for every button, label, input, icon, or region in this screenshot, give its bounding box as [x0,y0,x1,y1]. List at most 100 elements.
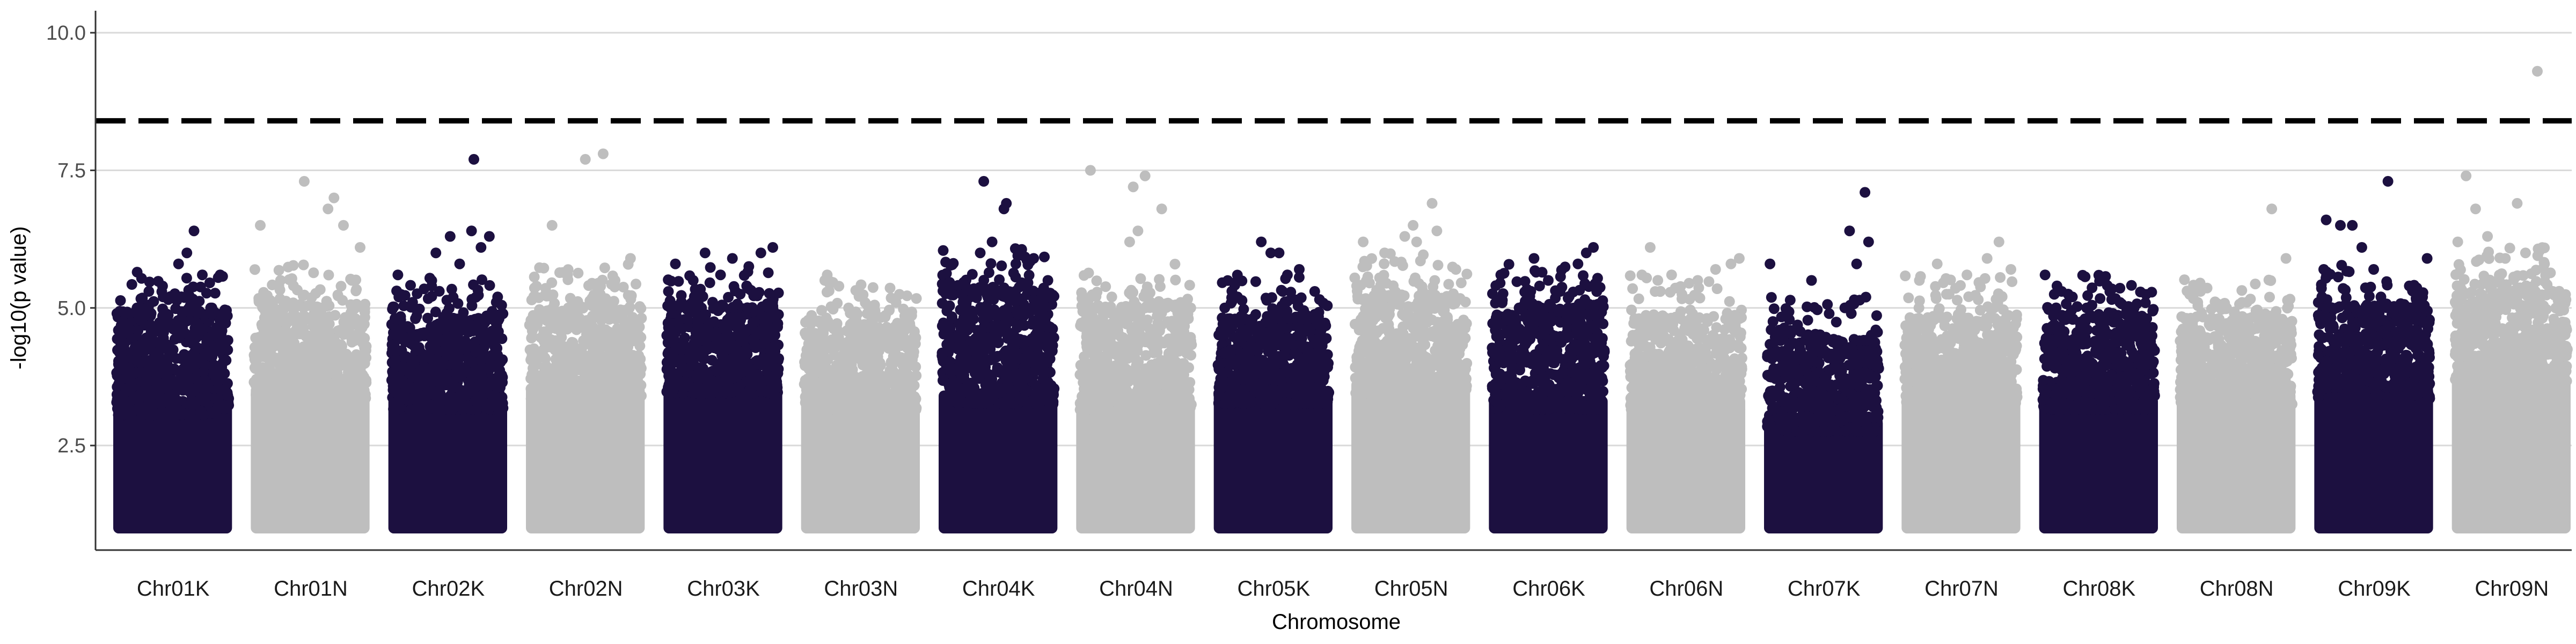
point-Chr01K [152,347,164,358]
point-Chr03K [719,323,730,334]
point-Chr02K [407,371,418,382]
point-Chr01K [220,306,231,317]
point-Chr02K [492,327,503,338]
point-Chr03K [719,386,730,397]
point-Chr02K [405,280,416,291]
chromosome-Chr03K [661,242,784,533]
point-Chr01N [313,393,325,404]
point-Chr04K [938,245,949,256]
point-Chr03N [801,330,812,341]
top-point-Chr01K [205,302,216,313]
point-Chr03K [662,337,674,348]
chromosome-Chr04K [936,175,1060,533]
top-point-Chr01N [275,275,286,286]
point-Chr01K [152,276,164,287]
point-Chr02K [419,361,430,372]
point-Chr04K [1000,345,1012,356]
point-Chr03N [848,352,860,363]
chromosome-Chr01N [248,175,372,533]
point-Chr01K [116,372,127,384]
point-Chr01K [149,387,160,399]
point-Chr02N [528,352,539,363]
point-Chr01K [162,319,173,330]
point-Chr03K [675,322,686,333]
point-Chr01K [214,373,225,384]
point-Chr01K [139,338,150,349]
point-Chr01K [138,346,150,357]
point-Chr02K [408,357,420,369]
point-Chr02N [626,290,637,301]
point-Chr03K [667,383,678,394]
point-Chr03K [734,382,745,393]
point-Chr02N [573,267,584,279]
top-point-Chr03K [741,280,752,291]
point-Chr01K [140,383,151,394]
point-Chr03N [887,359,898,370]
point-Chr01N [336,345,347,356]
point-Chr03N [850,319,861,330]
point-Chr02N [599,262,610,274]
point-Chr03K [663,286,674,297]
point-Chr04K [957,397,968,408]
point-Chr03K [732,298,743,310]
point-Chr01K [129,345,141,356]
point-Chr02K [480,377,492,389]
point-Chr01K [195,407,206,418]
point-Chr03N [901,340,912,352]
point-Chr04K [947,377,958,389]
point-Chr02N [528,310,539,321]
points-dense-Chr04K [939,390,1058,533]
point-Chr01K [171,353,182,364]
point-Chr04K [982,368,993,379]
point-Chr02N [631,279,641,290]
point-Chr01N [336,380,348,391]
point-Chr01K [136,273,147,284]
point-Chr01K [223,400,235,411]
point-Chr01N [273,265,284,276]
point-Chr03N [806,370,817,381]
top-point-Chr01K [188,225,200,237]
point-Chr03N [867,318,879,329]
point-Chr04K [978,314,989,325]
point-Chr02N [536,375,547,386]
point-Chr02K [453,370,464,381]
point-Chr01N [357,379,368,391]
point-Chr03K [674,342,685,354]
top-point-Chr02N [610,275,620,286]
point-Chr04K [944,356,955,367]
point-Chr01K [181,383,192,394]
point-Chr04K [968,283,979,294]
top-point-Chr04K [1028,253,1040,264]
point-Chr02N [587,310,598,321]
point-Chr01K [192,382,203,393]
top-point-Chr03K [699,247,711,259]
point-Chr03N [905,401,917,413]
top-point-Chr01N [338,219,349,231]
grid-lines [96,32,2572,447]
point-Chr02K [441,295,452,306]
point-Chr01N [288,390,299,401]
point-Chr03N [864,349,875,360]
top-point-Chr04K [1001,197,1012,209]
point-Chr03K [707,328,719,339]
point-Chr02N [613,328,624,339]
point-Chr01K [120,386,131,397]
point-Chr01K [137,391,149,402]
point-Chr02K [444,338,455,349]
point-Chr03K [742,302,753,313]
point-Chr03N [860,297,871,308]
point-Chr02N [556,313,567,325]
point-Chr01N [279,311,290,323]
point-Chr01N [274,293,286,304]
point-Chr03N [839,399,851,411]
point-Chr01K [197,395,208,406]
point-Chr03K [770,330,780,341]
point-Chr03N [884,282,896,294]
point-Chr02K [421,401,432,412]
point-Chr02N [577,302,588,313]
chromosome-Chr02N [524,148,647,533]
point-Chr03K [696,330,707,341]
point-Chr03N [820,379,831,391]
point-Chr02N [624,302,635,313]
